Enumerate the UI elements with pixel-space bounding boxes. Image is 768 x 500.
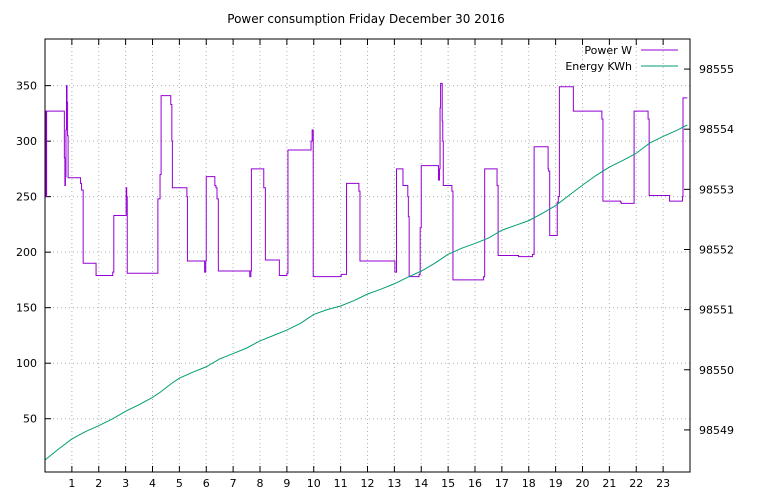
x-tick-label: 17 bbox=[495, 477, 509, 490]
y-tick-label: 100 bbox=[16, 357, 37, 370]
x-tick-label: 22 bbox=[629, 477, 643, 490]
y2-tick-label: 98553 bbox=[699, 183, 734, 196]
series-lines bbox=[44, 82, 688, 461]
axis-ticks: 1 2 3 4 5 6 7 8 9 10 11 12 13 14 15 16 17 18 19 20 21 22 23501… bbox=[16, 39, 734, 490]
y-tick-label: 50 bbox=[23, 413, 37, 426]
y2-tick-label: 98552 bbox=[699, 243, 734, 256]
y2-tick-label: 98550 bbox=[699, 364, 734, 377]
y-tick-label: 350 bbox=[16, 80, 37, 93]
y2-tick-label: 98554 bbox=[699, 123, 734, 136]
y-tick-label: 300 bbox=[16, 135, 37, 148]
legend-label: Power W bbox=[584, 44, 632, 57]
x-tick-label: 23 bbox=[656, 477, 670, 490]
x-tick-label: 1 bbox=[68, 477, 75, 490]
y2-tick-label: 98551 bbox=[699, 304, 734, 317]
y2-tick-label: 98549 bbox=[699, 424, 734, 437]
x-tick-label: 21 bbox=[602, 477, 616, 490]
y2-tick-label: 98555 bbox=[699, 63, 734, 76]
series-line-power bbox=[45, 82, 688, 281]
legend-label: Energy KWh bbox=[565, 60, 632, 73]
x-tick-label: 19 bbox=[549, 477, 563, 490]
x-tick-label: 4 bbox=[149, 477, 156, 490]
x-tick-label: 10 bbox=[307, 477, 321, 490]
y-tick-label: 200 bbox=[16, 246, 37, 259]
x-tick-label: 16 bbox=[468, 477, 482, 490]
x-tick-label: 6 bbox=[203, 477, 210, 490]
y-tick-label: 250 bbox=[16, 191, 37, 204]
grid-lines bbox=[45, 39, 690, 472]
x-tick-label: 18 bbox=[522, 477, 536, 490]
y-tick-label: 150 bbox=[16, 302, 37, 315]
x-tick-label: 20 bbox=[576, 477, 590, 490]
x-tick-label: 12 bbox=[361, 477, 375, 490]
x-tick-label: 13 bbox=[387, 477, 401, 490]
x-tick-label: 9 bbox=[283, 477, 290, 490]
chart-title: Power consumption Friday December 30 201… bbox=[227, 12, 504, 26]
x-tick-label: 3 bbox=[122, 477, 129, 490]
x-tick-label: 14 bbox=[414, 477, 428, 490]
x-tick-label: 7 bbox=[230, 477, 237, 490]
series-line-energy bbox=[44, 124, 688, 461]
x-tick-label: 15 bbox=[441, 477, 455, 490]
plot-frame bbox=[44, 38, 691, 473]
x-tick-label: 8 bbox=[257, 477, 264, 490]
x-tick-label: 11 bbox=[334, 477, 348, 490]
x-tick-label: 2 bbox=[95, 477, 102, 490]
legend: Power W Energy KWh bbox=[565, 44, 678, 73]
x-tick-label: 5 bbox=[176, 477, 183, 490]
